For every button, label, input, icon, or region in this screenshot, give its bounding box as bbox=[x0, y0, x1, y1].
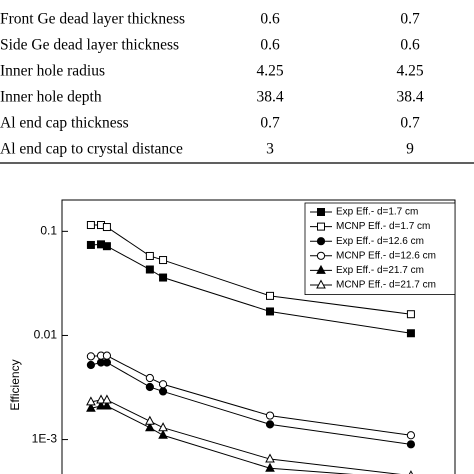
y-axis-label: Efficiency bbox=[8, 359, 22, 410]
marker bbox=[86, 240, 95, 249]
series-line bbox=[90, 361, 411, 445]
marker bbox=[406, 329, 415, 338]
table-cell: 9 bbox=[406, 141, 414, 158]
marker bbox=[86, 360, 96, 370]
marker bbox=[159, 256, 168, 265]
table-cell: 0.6 bbox=[260, 37, 280, 54]
table-cell: 0.7 bbox=[400, 11, 420, 28]
plot-area bbox=[86, 221, 416, 474]
marker bbox=[86, 396, 96, 406]
series-line bbox=[90, 355, 411, 436]
marker bbox=[145, 251, 154, 260]
marker bbox=[86, 221, 95, 230]
row-label: Inner hole depth bbox=[0, 89, 102, 106]
marker bbox=[102, 351, 112, 360]
marker bbox=[96, 400, 106, 410]
marker bbox=[316, 251, 326, 260]
plot-frame bbox=[61, 199, 456, 474]
row-label: Side Ge dead layer thickness bbox=[0, 37, 179, 54]
marker bbox=[266, 307, 275, 316]
table-cell: 38.4 bbox=[256, 89, 283, 106]
table-cell: 38.4 bbox=[396, 89, 423, 106]
marker bbox=[316, 279, 326, 289]
marker bbox=[145, 373, 154, 383]
legend-box bbox=[304, 202, 456, 295]
marker bbox=[266, 291, 275, 300]
row-label: Inner hole radius bbox=[0, 63, 105, 80]
marker bbox=[102, 223, 111, 232]
marker bbox=[102, 358, 112, 367]
marker bbox=[317, 208, 325, 216]
marker bbox=[316, 264, 326, 274]
marker bbox=[317, 222, 325, 231]
marker bbox=[145, 265, 154, 274]
legend-label: Exp Eff.- d=1.7 cm bbox=[336, 207, 418, 218]
marker bbox=[316, 237, 326, 246]
marker bbox=[265, 420, 275, 429]
marker bbox=[265, 453, 275, 463]
marker bbox=[86, 352, 96, 361]
legend-label: MCNP Eff.- d=12.6 cm bbox=[336, 250, 436, 261]
legend-label: MCNP Eff.- d=1.7 cm bbox=[336, 221, 430, 232]
table-cell: 0.6 bbox=[400, 37, 420, 54]
table-cell: 4.25 bbox=[256, 63, 283, 80]
y-tick-label: 0.1 bbox=[40, 224, 57, 238]
marker bbox=[145, 382, 154, 392]
marker bbox=[158, 387, 168, 396]
marker bbox=[158, 422, 168, 432]
marker bbox=[406, 431, 416, 440]
marker bbox=[96, 394, 106, 404]
y-tick-label: 1E-3 bbox=[32, 432, 58, 446]
table-cell: 4.25 bbox=[396, 63, 423, 80]
marker bbox=[102, 394, 112, 404]
row-label: Front Ge dead layer thickness bbox=[0, 11, 185, 28]
marker bbox=[102, 400, 112, 410]
y-tick-label: 0.01 bbox=[34, 328, 58, 342]
legend-label: MCNP Eff.- d=21.7 cm bbox=[336, 280, 436, 291]
marker bbox=[406, 440, 416, 449]
table-cell: 0.6 bbox=[260, 11, 280, 28]
table-cell: 0.7 bbox=[260, 115, 280, 132]
marker bbox=[265, 411, 275, 420]
marker bbox=[158, 429, 168, 439]
marker bbox=[159, 273, 168, 282]
marker bbox=[86, 402, 96, 412]
marker bbox=[158, 380, 168, 389]
legend-label: Exp Eff.- d=12.6 cm bbox=[336, 236, 424, 247]
legend-label: Exp Eff.- d=21.7 cm bbox=[336, 265, 424, 276]
marker bbox=[145, 415, 155, 425]
marker bbox=[265, 462, 275, 472]
row-label: Al end cap to crystal distance bbox=[0, 141, 183, 158]
marker bbox=[406, 310, 415, 319]
marker bbox=[408, 470, 414, 474]
table-cell: 0.7 bbox=[400, 115, 420, 132]
table-cell: 3 bbox=[266, 141, 274, 158]
marker bbox=[102, 242, 111, 251]
row-label: Al end cap thickness bbox=[0, 115, 129, 132]
marker bbox=[145, 422, 155, 432]
